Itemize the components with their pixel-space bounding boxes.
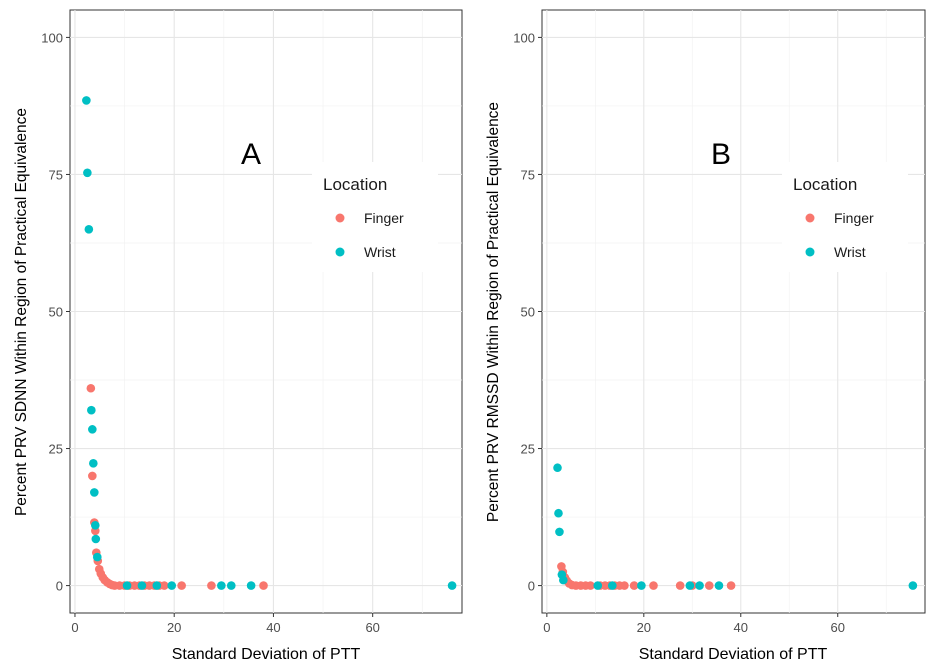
panel-a-y-tick-label: 75 bbox=[49, 167, 63, 182]
panel-a-point-finger bbox=[259, 581, 268, 590]
panel-b-x-axis-label: Standard Deviation of PTT bbox=[639, 646, 828, 663]
panel-b-legend-key-finger bbox=[805, 213, 815, 223]
panel-b-legend-box bbox=[782, 162, 908, 272]
panel-a-y-tick-label: 100 bbox=[41, 30, 63, 45]
panel-b-y-tick-label: 0 bbox=[528, 579, 535, 594]
panel-b-x-tick-label: 0 bbox=[543, 620, 550, 635]
panel-a-legend-label-wrist: Wrist bbox=[364, 244, 396, 260]
panel-a-y-tick-label: 0 bbox=[56, 579, 63, 594]
panel-a: 0 25 50 75 100 0 20 40 60 A Location Finger Wri… bbox=[13, 9, 463, 663]
panel-b-y-tick-label: 75 bbox=[521, 167, 535, 182]
panel-b-legend-key-wrist bbox=[805, 247, 815, 257]
panel-a-point-wrist bbox=[83, 168, 92, 178]
panel-a-point-wrist bbox=[152, 581, 162, 590]
panel-b-label: B bbox=[711, 138, 731, 171]
panel-b-point-wrist bbox=[593, 581, 603, 590]
panel-b-x-tick-label: 40 bbox=[734, 620, 748, 635]
panel-a-legend-label-finger: Finger bbox=[364, 210, 404, 226]
panel-b-x-tick-label: 60 bbox=[830, 620, 844, 635]
panel-a-point-wrist bbox=[92, 552, 102, 562]
panel-b: 0 25 50 75 100 0 20 40 60 B Location Finger Wri… bbox=[485, 9, 926, 663]
panel-a-point-finger bbox=[207, 581, 216, 590]
panel-a-point-wrist bbox=[137, 581, 147, 590]
panel-b-point-wrist bbox=[553, 463, 562, 473]
panel-a-point-wrist bbox=[82, 96, 91, 105]
panel-b-point-wrist bbox=[685, 581, 695, 590]
panel-a-y-ticks: 0 25 50 75 100 bbox=[41, 30, 70, 594]
panel-a-point-wrist bbox=[167, 581, 177, 590]
panel-a-point-finger bbox=[88, 471, 97, 481]
panel-b-legend: Location Finger Wrist bbox=[782, 162, 908, 272]
panel-a-point-wrist bbox=[122, 581, 132, 590]
panel-a-point-wrist bbox=[88, 425, 97, 434]
panel-a-legend: Location Finger Wrist bbox=[312, 162, 438, 272]
panel-a-x-tick-label: 0 bbox=[71, 620, 78, 635]
panel-b-x-ticks: 0 20 40 60 bbox=[543, 613, 845, 635]
panel-b-point-wrist bbox=[714, 581, 724, 590]
panel-a-points bbox=[82, 96, 457, 590]
panel-a-point-wrist bbox=[91, 520, 100, 530]
panel-a-point-wrist bbox=[90, 488, 99, 497]
panel-b-legend-label-finger: Finger bbox=[834, 210, 874, 226]
panel-b-y-ticks: 0 25 50 75 100 bbox=[513, 30, 542, 594]
panel-a-legend-box bbox=[312, 162, 438, 272]
panel-a-x-tick-label: 20 bbox=[167, 620, 181, 635]
panel-a-point-wrist bbox=[91, 534, 101, 544]
panel-a-label: A bbox=[241, 138, 261, 171]
panel-a-legend-title: Location bbox=[323, 175, 387, 194]
panel-a-point-wrist bbox=[447, 581, 457, 590]
panel-b-grid bbox=[542, 10, 925, 613]
panel-b-x-tick-label: 20 bbox=[637, 620, 651, 635]
panel-b-point-finger bbox=[675, 581, 685, 590]
panel-b-point-wrist bbox=[695, 581, 704, 590]
panel-a-point-wrist bbox=[84, 224, 94, 234]
panel-a-y-tick-label: 50 bbox=[49, 305, 63, 320]
panel-b-point-wrist bbox=[559, 575, 568, 585]
panel-a-point-finger bbox=[159, 581, 169, 590]
panel-b-point-wrist bbox=[555, 527, 564, 537]
panel-b-y-axis-label: Percent PRV RMSSD Within Region of Pract… bbox=[485, 102, 502, 522]
panel-a-x-ticks: 0 20 40 60 bbox=[71, 613, 380, 635]
panel-b-point-wrist bbox=[554, 508, 563, 518]
panel-a-x-axis-label: Standard Deviation of PTT bbox=[172, 646, 361, 663]
panel-a-point-wrist bbox=[217, 581, 226, 590]
panel-b-point-wrist bbox=[637, 581, 646, 590]
panel-b-point-finger bbox=[726, 581, 736, 590]
panel-a-point-wrist bbox=[89, 459, 98, 468]
panel-b-point-finger bbox=[620, 581, 629, 590]
panel-b-legend-title: Location bbox=[793, 175, 857, 194]
panel-a-point-finger bbox=[177, 581, 186, 590]
panel-a-y-axis-label: Percent PRV SDNN Within Region of Practi… bbox=[13, 108, 30, 516]
panel-a-legend-key-finger bbox=[335, 213, 345, 223]
panel-b-legend-label-wrist: Wrist bbox=[834, 244, 866, 260]
panel-a-point-finger bbox=[86, 383, 96, 393]
panel-a-point-wrist bbox=[87, 405, 96, 415]
panel-b-point-wrist bbox=[607, 581, 617, 590]
panel-a-x-tick-label: 60 bbox=[365, 620, 379, 635]
panel-b-points bbox=[553, 463, 918, 590]
panel-b-point-finger bbox=[649, 581, 658, 590]
panel-a-x-tick-label: 40 bbox=[266, 620, 280, 635]
panel-b-point-finger bbox=[629, 581, 639, 590]
panel-a-y-tick-label: 25 bbox=[49, 442, 63, 457]
panel-a-point-wrist bbox=[226, 581, 236, 590]
panel-b-point-finger bbox=[586, 581, 595, 590]
panel-b-y-tick-label: 100 bbox=[513, 30, 535, 45]
panel-a-legend-key-wrist bbox=[335, 247, 345, 257]
panel-b-point-finger bbox=[704, 581, 714, 590]
panel-a-point-wrist bbox=[246, 581, 256, 590]
panel-b-y-tick-label: 50 bbox=[521, 305, 535, 320]
panel-b-point-wrist bbox=[908, 581, 918, 590]
panel-b-y-tick-label: 25 bbox=[521, 442, 535, 457]
